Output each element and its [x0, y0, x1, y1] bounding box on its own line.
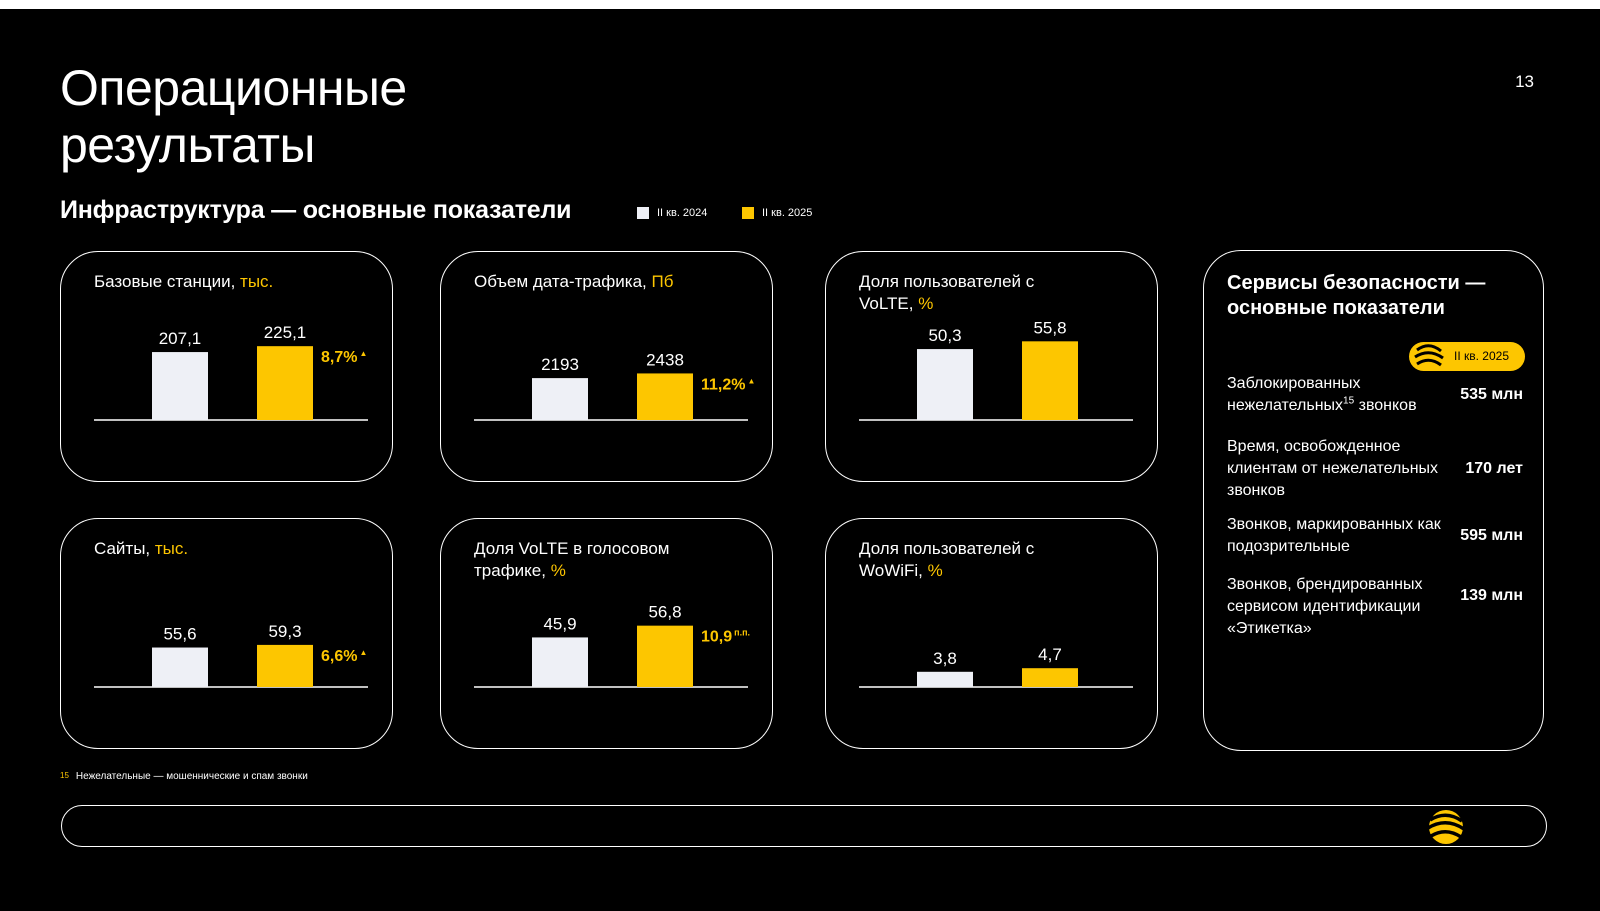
card-base-stations: Базовые станции, тыс. 207,1 225,1 8,7% ▲: [60, 251, 393, 482]
card-title: Доля пользователей с VoLTE, %: [859, 271, 1059, 315]
card-unit: Пб: [651, 272, 674, 291]
card-wowifi-users: Доля пользователей с WoWiFi, % 3,8 4,7: [825, 518, 1158, 749]
label-text: Заблокированных нежелательных: [1227, 375, 1361, 414]
period-badge: II кв. 2025: [1409, 342, 1525, 371]
brand-logo-icon: [1414, 342, 1444, 370]
growth-label: 11,2% ▲: [701, 376, 755, 393]
bar-2025: [257, 644, 313, 687]
label-text-tail: звонков: [1354, 397, 1417, 414]
card-title: Базовые станции, тыс.: [94, 271, 384, 293]
security-row-blocked: Заблокированных нежелательных15 звонков …: [1227, 373, 1523, 419]
card-title-text: Сайты,: [94, 539, 151, 558]
card-title-text: Доля пользователей с WoWiFi,: [859, 539, 1035, 580]
data-label-2025: 4,7: [1038, 645, 1062, 664]
data-label-2024: 50,3: [928, 326, 961, 345]
card-unit: %: [927, 561, 943, 580]
security-row-time-saved: Время, освобожденное клиентам от нежелат…: [1227, 436, 1523, 502]
legend-label-2025: II кв. 2025: [762, 207, 813, 219]
data-label-2024: 207,1: [159, 329, 202, 348]
legend-item-2025: II кв. 2025: [742, 207, 812, 219]
brand-logo-icon: [1427, 810, 1465, 844]
bar-2024: [917, 349, 973, 420]
security-row-value: 595 млн: [1460, 527, 1523, 544]
card-title: Объем дата-трафика, Пб: [474, 271, 764, 293]
card-unit: тыс.: [240, 272, 274, 291]
footnote-text: Нежелательные — мошеннические и спам зво…: [75, 771, 308, 782]
card-unit: тыс.: [154, 539, 189, 558]
security-title: Сервисы безопасности — основные показате…: [1227, 272, 1486, 319]
data-label-2024: 3,8: [933, 649, 957, 668]
legend-swatch-2025: [742, 207, 754, 219]
security-row-branded: Звонков, брендированных сервисом идентиф…: [1227, 574, 1523, 640]
card-volte-users: Доля пользователей с VoLTE, % 50,3 55,8: [825, 251, 1158, 482]
top-strip: [0, 0, 1600, 9]
legend-label-2024: II кв. 2024: [657, 207, 708, 219]
bar-2024: [152, 647, 208, 687]
bar-2024: [152, 352, 208, 420]
bar-2025: [637, 373, 693, 420]
card-title-text: Доля VoLTE в голосовом трафике,: [474, 539, 670, 580]
bar-2025: [1022, 341, 1078, 420]
growth-label: 10,9 п.п.: [701, 628, 750, 646]
security-row-label: Время, освобожденное клиентам от нежелат…: [1227, 438, 1439, 499]
card-title: Доля VoLTE в голосовом трафике, %: [474, 538, 684, 582]
card-title-text: Доля пользователей с VoLTE,: [859, 272, 1035, 313]
security-services-card: Сервисы безопасности — основные показате…: [1203, 250, 1544, 751]
security-row-label: Звонков, маркированных как подозрительны…: [1227, 516, 1441, 555]
bar-2025: [637, 625, 693, 687]
bar-chart-volte-users: 50,3 55,8: [859, 318, 1133, 421]
footer-bar: [61, 805, 1547, 847]
bar-chart-data-traffic: 2193 2438 11,2% ▲: [474, 350, 755, 421]
card-unit: %: [550, 561, 566, 580]
page-number: 13: [1515, 72, 1534, 91]
bar-2025: [257, 346, 313, 420]
security-row-label: Звонков, брендированных сервисом идентиф…: [1227, 576, 1423, 637]
security-row-value: 170 лет: [1465, 460, 1523, 477]
page-title: Операционные результаты: [60, 60, 407, 173]
bar-chart-volte-voice-share: 45,9 56,8 10,9 п.п.: [474, 603, 750, 688]
legend-item-2024: II кв. 2024: [637, 207, 707, 219]
footnote: 15 Нежелательные — мошеннические и спам з…: [60, 771, 308, 782]
card-title: Сайты, тыс.: [94, 538, 384, 560]
card-data-traffic: Объем дата-трафика, Пб 2193 2438 11,2% ▲: [440, 251, 773, 482]
bar-2025: [1022, 668, 1078, 687]
security-row-value: 139 млн: [1460, 587, 1523, 604]
security-row-marked: Звонков, маркированных как подозрительны…: [1227, 514, 1523, 560]
section-title: Инфраструктура — основные показатели: [60, 196, 572, 224]
growth-label: 6,6% ▲: [321, 648, 367, 665]
bar-2024: [917, 671, 973, 687]
period-badge-label: II кв. 2025: [1454, 349, 1509, 363]
bar-chart-wowifi-users: 3,8 4,7: [859, 645, 1133, 688]
growth-label: 8,7% ▲: [321, 349, 367, 366]
footnote-ref: 15: [1343, 395, 1355, 407]
card-volte-voice-share: Доля VoLTE в голосовом трафике, % 45,9 56…: [440, 518, 773, 749]
security-row-label: Заблокированных нежелательных15 звонков: [1227, 373, 1442, 417]
legend-swatch-2024: [637, 207, 649, 219]
security-row-value: 535 млн: [1460, 386, 1523, 403]
card-title-text: Базовые станции,: [94, 272, 236, 291]
bar-chart-sites: 55,6 59,3 6,6% ▲: [94, 622, 368, 688]
data-label-2024: 2193: [541, 355, 579, 374]
data-label-2025: 55,8: [1033, 318, 1066, 337]
bar-2024: [532, 378, 588, 420]
footnote-marker: 15: [60, 771, 69, 780]
card-unit: %: [918, 294, 934, 313]
data-label-2025: 59,3: [268, 622, 301, 641]
card-title-text: Объем дата-трафика,: [474, 272, 647, 291]
card-sites: Сайты, тыс. 55,6 59,3 6,6% ▲: [60, 518, 393, 749]
data-label-2025: 225,1: [264, 323, 307, 342]
bar-2024: [532, 637, 588, 687]
data-label-2025: 2438: [646, 350, 684, 369]
card-title: Доля пользователей с WoWiFi, %: [859, 538, 1059, 582]
data-label-2024: 55,6: [163, 625, 196, 644]
data-label-2024: 45,9: [543, 614, 576, 633]
data-label-2025: 56,8: [648, 603, 681, 622]
bar-chart-base-stations: 207,1 225,1 8,7% ▲: [94, 323, 368, 421]
